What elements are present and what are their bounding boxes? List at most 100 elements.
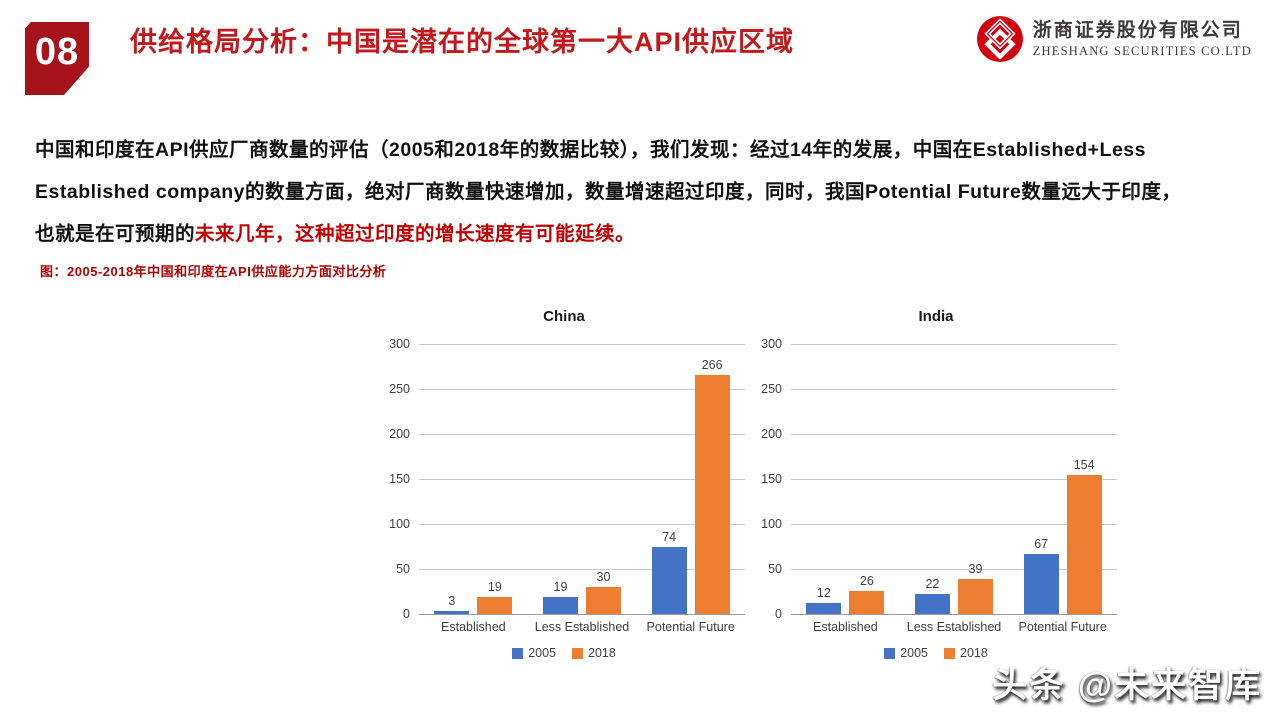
y-tick-label: 300 (389, 337, 410, 351)
bar (849, 590, 885, 614)
x-axis-line (419, 614, 745, 615)
bar-2005-established: 12 (806, 586, 842, 614)
y-tick-label: 100 (761, 517, 782, 531)
y-axis: 300 250 200 150 100 50 0 (383, 337, 419, 621)
x-axis-labels: Established Less Established Potential Fut… (419, 620, 745, 634)
bar-2005-less-established: 22 (915, 577, 950, 614)
bar-group-less-established: 22 39 (900, 344, 1009, 614)
legend-item-2018: 2018 (572, 646, 616, 660)
x-category-label: Established (441, 620, 506, 634)
gridline (791, 569, 1117, 570)
y-tick-label: 50 (768, 562, 782, 576)
bar-2018-less-established: 30 (586, 570, 621, 614)
bar-2005-potential-future: 74 (651, 530, 687, 614)
y-tick-label: 150 (761, 472, 782, 486)
bar-value-label: 19 (487, 579, 502, 594)
page-number-badge: 08 (25, 22, 89, 95)
chart-india: India 300 250 200 150 100 50 0 12 26 22 39 67 154 Esta… (755, 308, 1117, 660)
bar-2005-established: 3 (434, 594, 470, 614)
bar-value-label: 266 (701, 357, 723, 372)
bar-value-label: 30 (596, 570, 611, 584)
gridline (419, 524, 745, 525)
gridline (419, 344, 745, 345)
bar-value-label: 39 (968, 561, 983, 576)
x-axis-labels: Established Less Established Potential Fut… (791, 620, 1117, 634)
x-axis-line (791, 614, 1117, 615)
gridline (419, 389, 745, 390)
paragraph-line-3-black: 也就是在可预期的 (35, 223, 196, 245)
y-tick-label: 150 (389, 472, 410, 486)
y-tick-label: 0 (403, 607, 410, 621)
company-name-cn: 浙商证券股份有限公司 (1032, 20, 1243, 41)
bar-group-less-established: 19 30 (528, 344, 637, 614)
analysis-paragraph: 中国和印度在API供应厂商数量的评估（2005和2018年的数据比较），我们发现… (35, 129, 1247, 255)
watermark: 头条 @未来智库 (992, 666, 1262, 705)
bar (586, 587, 621, 614)
gridline (791, 389, 1117, 390)
bar-value-label: 12 (816, 586, 831, 601)
gridline (791, 434, 1117, 435)
bar (1066, 475, 1102, 614)
bar-2018-less-established: 39 (958, 562, 993, 614)
bar (694, 374, 730, 614)
bar-value-label: 3 (448, 594, 456, 609)
legend-swatch-icon (884, 647, 896, 659)
bar (958, 578, 993, 614)
gridline (791, 524, 1117, 525)
bar-groups: 12 26 22 39 67 154 (791, 344, 1117, 614)
bar-group-established: 3 19 (419, 344, 528, 614)
bar-value-label: 154 (1073, 458, 1095, 473)
chart-title: India (918, 308, 954, 325)
page-title: 供给格局分析：中国是潜在的全球第一大API供应区域 (130, 27, 795, 57)
legend-swatch-icon (944, 647, 955, 659)
x-category-label: Less Established (906, 620, 1002, 634)
x-category-label: Potential Future (1018, 620, 1107, 634)
bar (651, 547, 687, 614)
y-tick-label: 300 (761, 337, 782, 351)
bar (1023, 553, 1059, 614)
plot-area: 3 19 19 30 74 266 (419, 344, 745, 615)
company-logo: 浙商证券股份有限公司 ZHESHANG SECURITIES CO.LTD (975, 14, 1252, 64)
chart-title: China (543, 308, 585, 325)
bar-2005-less-established: 19 (543, 580, 578, 614)
zheshang-logo-icon (976, 16, 1023, 62)
bar-group-potential-future: 67 154 (1008, 344, 1117, 614)
legend-swatch-icon (512, 647, 524, 659)
bar-2018-potential-future: 266 (694, 357, 730, 614)
gridline (419, 434, 745, 435)
bar-value-label: 74 (662, 530, 677, 545)
bar-2018-potential-future: 154 (1066, 458, 1102, 614)
company-name-en: ZHESHANG SECURITIES CO.LTD (1032, 44, 1252, 58)
bar-2018-established: 19 (477, 579, 513, 614)
bar (915, 594, 950, 614)
bar-value-label: 22 (925, 577, 940, 592)
paragraph-line-2: Established company的数量方面，绝对厂商数量快速增加，数量增速… (35, 181, 1182, 203)
bar (434, 611, 470, 614)
x-category-label: Potential Future (646, 620, 735, 634)
legend-item-2005: 2005 (884, 646, 928, 660)
x-category-label: Less Established (534, 620, 630, 634)
paragraph-line-1: 中国和印度在API供应厂商数量的评估（2005和2018年的数据比较），我们发现… (35, 139, 1146, 161)
bar-value-label: 19 (553, 579, 568, 594)
y-tick-label: 0 (775, 607, 782, 621)
x-category-label: Established (813, 620, 878, 634)
y-axis: 300 250 200 150 100 50 0 (755, 337, 791, 621)
gridline (791, 344, 1117, 345)
bar-group-established: 12 26 (791, 344, 900, 614)
logo-text: 浙商证券股份有限公司 ZHESHANG SECURITIES CO.LTD (1033, 19, 1252, 59)
bar-value-label: 26 (859, 573, 874, 588)
legend: 2005 2018 (755, 646, 1117, 660)
bar-group-potential-future: 74 266 (636, 344, 745, 614)
y-tick-label: 50 (396, 562, 410, 576)
legend-item-2018: 2018 (944, 646, 988, 660)
bar-2018-established: 26 (849, 573, 885, 614)
page-number: 08 (34, 31, 80, 73)
plot-area: 12 26 22 39 67 154 (791, 344, 1117, 615)
legend-item-2005: 2005 (512, 646, 556, 660)
y-tick-label: 250 (761, 382, 782, 396)
legend-swatch-icon (572, 647, 583, 659)
y-tick-label: 100 (389, 517, 410, 531)
y-tick-label: 250 (389, 382, 410, 396)
y-tick-label: 200 (389, 427, 410, 441)
